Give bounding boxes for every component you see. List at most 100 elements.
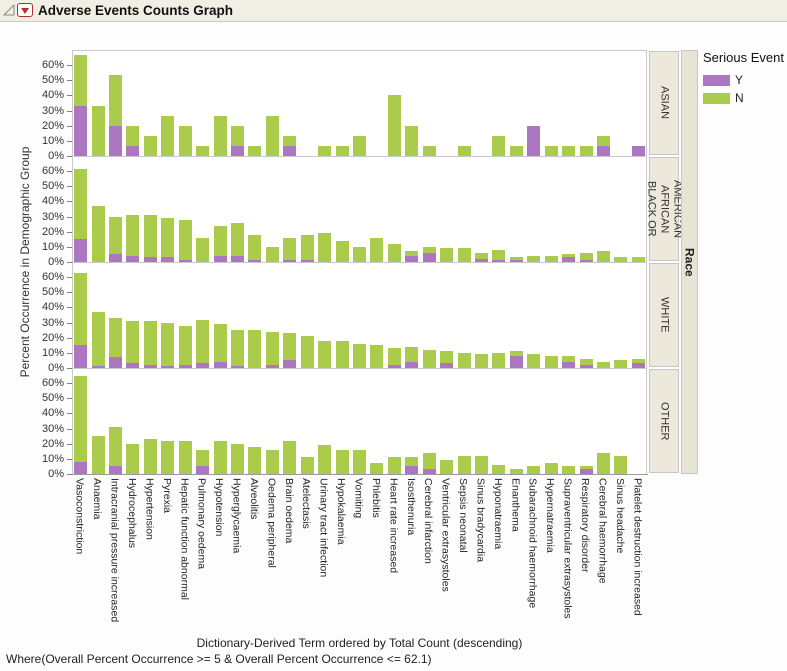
bar-phlebitis-n[interactable] xyxy=(370,237,384,262)
bar-respiratory-disorder-y[interactable] xyxy=(579,260,593,262)
bar-hyperglycaemia-n[interactable] xyxy=(231,443,245,474)
bar-hepatic-function-abnormal-y[interactable] xyxy=(178,259,192,262)
bar-hepatic-function-abnormal-n[interactable] xyxy=(178,219,192,260)
bar-alveolitis-n[interactable] xyxy=(248,145,262,156)
bar-respiratory-disorder-n[interactable] xyxy=(579,358,593,365)
bar-atelectasis-n[interactable] xyxy=(300,336,314,368)
legend-swatch-y[interactable] xyxy=(703,74,730,86)
bar-ventricular-extrasystoles-n[interactable] xyxy=(440,460,454,474)
bar-vasoconstriction-y[interactable] xyxy=(74,345,88,368)
bar-enanthema-n[interactable] xyxy=(509,257,523,261)
bar-hyponatraemia-n[interactable] xyxy=(492,464,506,474)
bar-pyrexia-n[interactable] xyxy=(161,440,175,474)
bar-atelectasis-y[interactable] xyxy=(300,259,314,262)
bar-platelet-destruction-increased-y[interactable] xyxy=(631,145,645,156)
bar-hypernatraemia-n[interactable] xyxy=(544,463,558,474)
bar-cerebral-infarction-y[interactable] xyxy=(422,469,436,474)
bar-hepatic-function-abnormal-y[interactable] xyxy=(178,364,192,368)
bar-anaemia-y[interactable] xyxy=(91,366,105,368)
bar-respiratory-disorder-n[interactable] xyxy=(579,145,593,156)
bar-anaemia-n[interactable] xyxy=(91,105,105,156)
bar-cerebral-haemorrhage-n[interactable] xyxy=(596,361,610,368)
bar-enanthema-n[interactable] xyxy=(509,469,523,474)
bar-pyrexia-n[interactable] xyxy=(161,218,175,258)
bar-brain-oedema-y[interactable] xyxy=(283,145,297,156)
bar-vasoconstriction-n[interactable] xyxy=(74,375,88,462)
bar-hydrocephalus-y[interactable] xyxy=(126,145,140,156)
bar-cerebral-haemorrhage-n[interactable] xyxy=(596,251,610,262)
bar-respiratory-disorder-n[interactable] xyxy=(579,252,593,261)
bar-hepatic-function-abnormal-n[interactable] xyxy=(178,440,192,474)
bar-isosthenuria-n[interactable] xyxy=(405,346,419,362)
bar-hepatic-function-abnormal-n[interactable] xyxy=(178,125,192,156)
bar-supraventricular-extrasystoles-n[interactable] xyxy=(562,254,576,258)
bar-sinus-headache-n[interactable] xyxy=(614,455,628,474)
bar-supraventricular-extrasystoles-n[interactable] xyxy=(562,466,576,474)
bar-urinary-tract-infection-n[interactable] xyxy=(318,340,332,368)
bar-hyperglycaemia-n[interactable] xyxy=(231,222,245,256)
bar-hypertension-n[interactable] xyxy=(143,215,157,258)
bar-platelet-destruction-increased-n[interactable] xyxy=(631,257,645,262)
bar-hypotension-n[interactable] xyxy=(213,440,227,474)
bar-platelet-destruction-increased-y[interactable] xyxy=(631,363,645,368)
bar-pulmonary-oedema-n[interactable] xyxy=(196,319,210,364)
bar-sinus-headache-n[interactable] xyxy=(614,360,628,368)
bar-hyperglycaemia-n[interactable] xyxy=(231,330,245,367)
bar-supraventricular-extrasystoles-n[interactable] xyxy=(562,145,576,156)
bar-hypertension-n[interactable] xyxy=(143,135,157,156)
bar-anaemia-n[interactable] xyxy=(91,205,105,262)
bar-intracranial-pressure-increased-y[interactable] xyxy=(109,466,123,474)
bar-oedema-peripheral-y[interactable] xyxy=(265,364,279,368)
bar-heart-rate-increased-n[interactable] xyxy=(387,457,401,474)
bar-sepsis-neonatal-n[interactable] xyxy=(457,352,471,368)
bar-pyrexia-y[interactable] xyxy=(161,257,175,262)
bar-sinus-bradycardia-n[interactable] xyxy=(474,354,488,368)
bar-oedema-peripheral-n[interactable] xyxy=(265,246,279,262)
bar-pulmonary-oedema-y[interactable] xyxy=(196,466,210,474)
bar-hydrocephalus-n[interactable] xyxy=(126,443,140,474)
bar-vomiting-n[interactable] xyxy=(353,343,366,368)
bar-ventricular-extrasystoles-n[interactable] xyxy=(440,351,454,364)
legend-item-n[interactable]: N xyxy=(703,91,785,105)
bar-sinus-bradycardia-n[interactable] xyxy=(474,252,488,259)
bar-pyrexia-n[interactable] xyxy=(161,322,175,367)
bar-hypotension-n[interactable] xyxy=(213,115,227,156)
bar-vomiting-n[interactable] xyxy=(353,449,366,474)
bar-vasoconstriction-n[interactable] xyxy=(74,272,88,346)
bar-isosthenuria-n[interactable] xyxy=(405,251,419,256)
bar-oedema-peripheral-n[interactable] xyxy=(265,331,279,365)
bar-supraventricular-extrasystoles-n[interactable] xyxy=(562,355,576,362)
bar-hypotension-n[interactable] xyxy=(213,225,227,256)
bar-oedema-peripheral-n[interactable] xyxy=(265,449,279,474)
bar-cerebral-infarction-n[interactable] xyxy=(422,452,436,470)
bar-vasoconstriction-y[interactable] xyxy=(74,105,88,156)
bar-pulmonary-oedema-n[interactable] xyxy=(196,237,210,262)
bar-hyperglycaemia-y[interactable] xyxy=(231,255,245,262)
bar-brain-oedema-n[interactable] xyxy=(283,237,297,260)
bar-subarachnoid-haemorrhage-n[interactable] xyxy=(527,255,541,262)
bar-intracranial-pressure-increased-y[interactable] xyxy=(109,254,123,262)
legend-item-y[interactable]: Y xyxy=(703,73,785,87)
bar-enanthema-n[interactable] xyxy=(509,145,523,156)
bar-atelectasis-n[interactable] xyxy=(300,457,314,474)
bar-phlebitis-n[interactable] xyxy=(370,345,384,368)
bar-hypertension-n[interactable] xyxy=(143,439,157,474)
bar-heart-rate-increased-y[interactable] xyxy=(387,364,401,368)
bar-alveolitis-y[interactable] xyxy=(248,259,262,262)
bar-hydrocephalus-n[interactable] xyxy=(126,321,140,364)
bar-cerebral-infarction-n[interactable] xyxy=(422,145,436,156)
bar-heart-rate-increased-n[interactable] xyxy=(387,243,401,262)
bar-ventricular-extrasystoles-y[interactable] xyxy=(440,363,454,368)
bar-hydrocephalus-y[interactable] xyxy=(126,255,140,262)
bar-isosthenuria-n[interactable] xyxy=(405,125,419,156)
bar-hypernatraemia-n[interactable] xyxy=(544,145,558,156)
bar-pyrexia-y[interactable] xyxy=(161,366,175,368)
bar-hypokalaemia-n[interactable] xyxy=(335,145,349,156)
bar-urinary-tract-infection-n[interactable] xyxy=(318,145,332,156)
bar-hypernatraemia-n[interactable] xyxy=(544,255,558,262)
disclosure-triangle-icon[interactable] xyxy=(3,4,15,16)
bar-brain-oedema-y[interactable] xyxy=(283,259,297,262)
bar-subarachnoid-haemorrhage-n[interactable] xyxy=(527,466,541,474)
bar-supraventricular-extrasystoles-y[interactable] xyxy=(562,361,576,368)
bar-hydrocephalus-n[interactable] xyxy=(126,215,140,256)
